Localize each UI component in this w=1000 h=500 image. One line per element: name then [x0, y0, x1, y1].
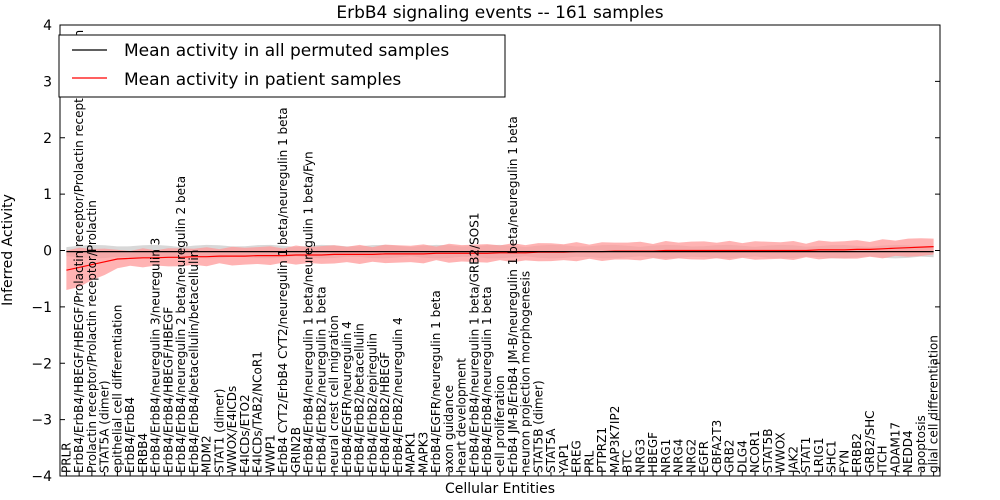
x-tick-label: epithelial cell differentiation — [110, 305, 124, 473]
x-tick-label: PRL — [582, 450, 596, 473]
x-tick-label: WWOX/E4ICDs — [225, 386, 239, 473]
plot-area — [66, 238, 934, 290]
x-tick-label: ErbB4/ErbB4 — [123, 397, 137, 473]
x-tick-label: EREG — [570, 440, 584, 473]
x-tick-label: ErbB4/EGFR/neuregulin 1 beta — [429, 290, 443, 473]
x-tick-label: ErbB4/ErbB2/betacellulin — [353, 323, 367, 473]
x-tick-label: MAPK1 — [404, 432, 418, 473]
x-tick-label: HBEGF — [646, 432, 660, 473]
x-tick-label: LRIG1 — [812, 438, 826, 474]
x-tick-label: ADAM17 — [888, 422, 902, 473]
x-tick-label: ErbB4/ErbB4/neuregulin 1 beta/neuregulin… — [302, 151, 316, 473]
x-tick-label: NCOR1 — [748, 430, 762, 473]
x-tick-label: cell proliferation — [493, 375, 507, 473]
x-tick-label: JAK2 — [786, 446, 800, 474]
x-tick-label: PRLR — [59, 442, 73, 473]
x-tick-label: MAPK3 — [417, 432, 431, 473]
x-tick-label: PTPRZ1 — [595, 427, 609, 473]
x-tick-label: E4ICDs/ETO2 — [238, 394, 252, 473]
x-tick-label: GRB2/SHC — [863, 410, 877, 473]
x-tick-label: ErbB4/ErbB2/neuregulin 1 beta — [314, 286, 328, 473]
x-tick-label: STAT5B (dimer) — [531, 380, 545, 473]
x-tick-label: ErbB4/ErbB4/neuregulin 3/neuregulin 3 — [149, 238, 163, 473]
x-tick-label: ITCH — [876, 445, 890, 473]
x-tick-label: NRG1 — [659, 439, 673, 473]
x-tick-label: EGFR — [697, 441, 711, 473]
x-tick-label: glial cell differentiation — [927, 335, 941, 473]
x-tick-label: ErbB4/ErbB4/HBEGF/HBEGF/Prolactin recept… — [72, 30, 86, 473]
y-tick-label: 4 — [43, 18, 52, 34]
y-axis-label: Inferred Activity — [0, 194, 16, 306]
x-tick-label: BTC — [621, 450, 635, 473]
y-tick-label: −2 — [31, 356, 52, 372]
x-tick-label: GRB2 — [723, 439, 737, 473]
y-axis: 4 3 2 1 0 −1 −2 −3 −4 — [31, 18, 940, 485]
x-tick-label: ErbB4/ErbB2/HBEGF — [378, 352, 392, 473]
x-tick-label: ErbB4/ErbB4/betacellulin/betacellulin — [187, 250, 201, 473]
x-tick-label: ErbB4 CYT2/ErbB4 CYT2/neuregulin 1 beta/… — [276, 107, 290, 473]
x-tick-label: CBFA2T3 — [710, 420, 724, 473]
x-tick-label: axon guidance — [442, 385, 456, 473]
x-tick-label: heart development — [455, 358, 469, 473]
x-tick-label: GRIN2B — [289, 427, 303, 473]
x-tick-label: STAT5A (dimer) — [98, 380, 112, 473]
y-tick-label: −3 — [31, 413, 52, 429]
x-tick-label: ErbB4/ErbB2/neuregulin 4 — [391, 317, 405, 473]
x-tick-label: FYN — [837, 450, 851, 473]
x-tick-label: SHC1 — [825, 440, 839, 473]
x-tick-label: NEDD4 — [901, 430, 915, 473]
x-tick-label: WWP1 — [263, 434, 277, 473]
x-tick-label: ErbB4/ErbB4/neuregulin 1 beta/GRB2/SOS1 — [468, 213, 482, 473]
x-tick-label: WWOX — [774, 432, 788, 473]
series-line-patient — [66, 246, 934, 271]
legend-box — [58, 34, 506, 98]
x-tick-label: STAT1 — [799, 437, 813, 473]
chart-title: ErbB4 signaling events -- 161 samples — [336, 3, 663, 23]
x-tick-label: neural crest cell migration — [327, 315, 341, 473]
x-tick-label: STAT5B — [761, 429, 775, 474]
x-tick-label: MAP3K7IP2 — [608, 406, 622, 473]
x-tick-label: E4ICDs/TAB2/NCoR1 — [251, 351, 265, 473]
x-tick-label: MDM2 — [200, 435, 214, 473]
x-tick-label: NRG4 — [672, 439, 686, 473]
x-tick-label: ERBB4 — [136, 433, 150, 473]
x-tick-label: ErbB4/EGFR/neuregulin 4 — [340, 321, 354, 473]
x-tick-label: NRG2 — [684, 439, 698, 473]
y-tick-label: −4 — [31, 469, 52, 485]
x-tick-label: ErbB4 JM-B/ErbB4 JM-B/neuregulin 1 beta/… — [506, 116, 520, 473]
y-tick-label: 1 — [43, 187, 52, 203]
y-tick-label: −1 — [31, 300, 52, 316]
legend: Mean activity in all permuted samples Me… — [58, 34, 506, 98]
x-tick-label: apoptosis — [914, 415, 928, 473]
x-tick-label: STAT5A — [544, 428, 558, 473]
legend-label-patient: Mean activity in patient samples — [124, 70, 401, 90]
x-tick-label: STAT1 (dimer) — [212, 389, 226, 473]
x-tick-label: ErbB4/ErbB4/neuregulin 1 beta — [480, 286, 494, 473]
x-axis-label: Cellular Entities — [445, 481, 555, 497]
x-tick-label: Prolactin receptor/Prolactin receptor/Pr… — [85, 200, 99, 473]
x-tick-label: ERBB2 — [850, 433, 864, 473]
x-tick-label: ErbB4/ErbB2/epiregulin — [366, 333, 380, 473]
y-tick-label: 0 — [43, 244, 52, 260]
y-tick-label: 2 — [43, 131, 52, 147]
x-tick-label: DLG4 — [735, 440, 749, 473]
x-tick-label: neuron projection morphogenesis — [519, 271, 533, 473]
x-tick-label: NRG3 — [633, 439, 647, 473]
x-tick-label: ErbB4/ErbB4/HBEGF/HBEGF — [161, 307, 175, 473]
x-tick-label: YAP1 — [557, 444, 571, 474]
legend-label-permuted: Mean activity in all permuted samples — [124, 41, 449, 61]
x-tick-label: ErbB4/ErbB4/neuregulin 2 beta/neuregulin… — [174, 176, 188, 473]
y-tick-label: 3 — [43, 74, 52, 90]
